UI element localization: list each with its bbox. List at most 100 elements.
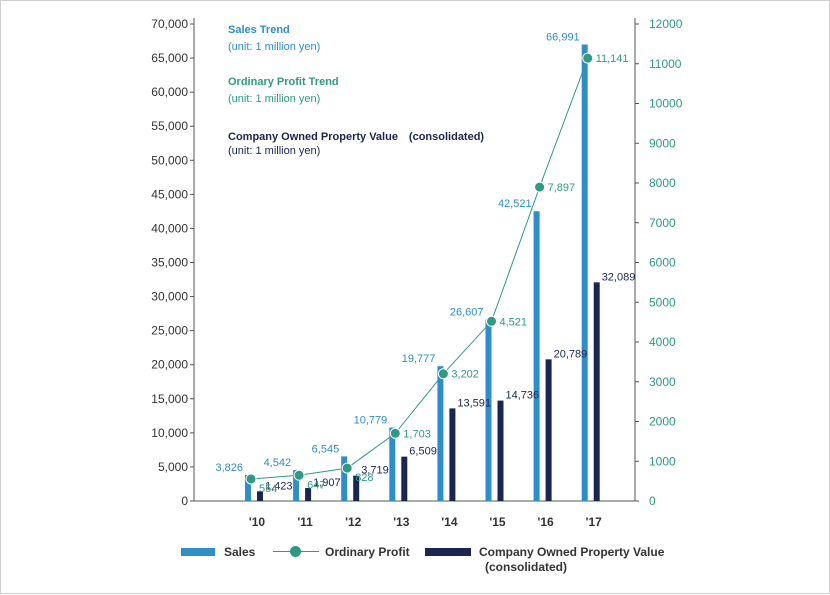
x-tick-label: '10: [249, 515, 266, 529]
profit-data-label: 7,897: [548, 182, 576, 194]
left-tick-label: 25,000: [151, 324, 188, 338]
right-tick-label: 10000: [649, 97, 683, 111]
right-tick-label: 6000: [649, 256, 676, 270]
profit-point: [389, 427, 401, 439]
property-data-label: 1,907: [313, 477, 341, 489]
property-data-label: 20,789: [554, 348, 588, 360]
property-bar: [593, 282, 600, 501]
property-data-label: 14,736: [506, 390, 540, 402]
profit-point: [293, 469, 305, 481]
profit-point: [341, 462, 353, 474]
right-tick-label: 8000: [649, 176, 676, 190]
sales-bar: [293, 470, 300, 501]
left-tick-label: 50,000: [151, 153, 188, 167]
sales-data-label: 42,521: [498, 198, 532, 210]
property-bar: [497, 400, 504, 501]
x-tick-label: '17: [586, 515, 603, 529]
x-tick-label: '14: [441, 515, 458, 529]
property-data-label: 6,509: [409, 446, 437, 458]
sales-bar: [581, 44, 588, 502]
property-data-label: 1,423: [265, 480, 293, 492]
sales-bar: [485, 319, 492, 501]
right-tick-label: 9000: [649, 136, 676, 150]
sales-data-label: 4,542: [264, 457, 292, 469]
x-tick-label: '16: [537, 515, 554, 529]
property-note-unit: (unit: 1 million yen): [228, 145, 321, 157]
legend-sales-swatch: [181, 548, 215, 556]
property-data-label: 3,719: [361, 465, 389, 477]
sales-data-label: 6,545: [312, 443, 340, 455]
property-bar: [305, 488, 312, 501]
left-tick-label: 55,000: [151, 119, 188, 133]
left-tick-label: 0: [181, 494, 188, 508]
sales-note-title: Sales Trend: [228, 24, 290, 36]
property-data-label: 13,591: [457, 397, 491, 409]
right-tick-label: 7000: [649, 216, 676, 230]
right-tick-label: 2000: [649, 415, 676, 429]
left-tick-label: 35,000: [151, 256, 188, 270]
profit-data-label: 554: [259, 483, 277, 495]
profit-line: [250, 57, 589, 480]
legend-property-label: Company Owned Property Value: [479, 545, 665, 559]
right-tick-label: 3000: [649, 375, 676, 389]
sales-data-label: 19,777: [402, 353, 436, 365]
property-data-label: 32,089: [602, 271, 636, 283]
left-tick-label: 70,000: [151, 17, 188, 31]
profit-point: [437, 368, 449, 380]
left-tick-label: 45,000: [151, 187, 188, 201]
right-tick-label: 0: [649, 494, 656, 508]
profit-data-label: 1,703: [403, 428, 431, 440]
profit-data-label: 3,202: [451, 369, 479, 381]
sales-note-unit: (unit: 1 million yen): [228, 41, 321, 53]
property-bar: [545, 359, 552, 501]
sales-bar: [245, 474, 251, 501]
property-bar: [401, 456, 408, 501]
left-tick-label: 15,000: [151, 392, 188, 406]
sales-bar: [533, 211, 540, 501]
left-tick-label: 5,000: [158, 460, 188, 474]
profit-note-title: Ordinary Profit Trend: [228, 76, 339, 88]
sales-data-label: 3,826: [215, 462, 243, 474]
x-tick-label: '15: [489, 515, 506, 529]
property-bar: [353, 475, 360, 501]
left-tick-label: 30,000: [151, 290, 188, 304]
left-tick-label: 60,000: [151, 85, 188, 99]
sales-data-label: 26,607: [450, 307, 484, 319]
sales-data-label: 66,991: [546, 32, 580, 44]
profit-point: [486, 315, 497, 327]
legend-property-swatch: [425, 548, 471, 556]
profit-point: [582, 52, 594, 64]
profit-point: [245, 473, 257, 485]
right-tick-label: 11000: [649, 57, 682, 71]
sales-bar: [437, 366, 444, 501]
profit-note-unit: (unit: 1 million yen): [228, 93, 321, 105]
legend-profit-marker: [290, 546, 301, 557]
legend-sales-label: Sales: [224, 545, 256, 559]
sales-data-label: 10,779: [354, 415, 388, 427]
profit-data-label: 4,521: [500, 316, 528, 328]
left-tick-label: 20,000: [151, 358, 188, 372]
profit-data-label: 828: [355, 472, 373, 484]
x-tick-label: '13: [393, 515, 410, 529]
profit-point: [534, 181, 546, 193]
property-bar: [257, 491, 263, 501]
right-tick-label: 1000: [649, 454, 676, 468]
profit-data-label: 11,141: [596, 53, 629, 65]
profit-data-label: 647: [307, 479, 325, 491]
property-note-title: Company Owned Property Value (consolidat…: [228, 131, 485, 143]
right-tick-label: 5000: [649, 295, 676, 309]
left-tick-label: 10,000: [151, 426, 188, 440]
legend-profit-label: Ordinary Profit: [325, 545, 410, 559]
legend-property-label-2: (consolidated): [485, 560, 568, 574]
right-tick-label: 4000: [649, 335, 676, 349]
right-tick-label: 12000: [649, 17, 683, 31]
x-tick-label: '11: [297, 515, 313, 529]
left-tick-label: 65,000: [151, 51, 188, 65]
property-bar: [449, 408, 456, 501]
x-tick-label: '12: [345, 515, 362, 529]
sales-bar: [341, 456, 348, 501]
left-tick-label: 40,000: [151, 221, 188, 235]
sales-bar: [389, 427, 396, 501]
